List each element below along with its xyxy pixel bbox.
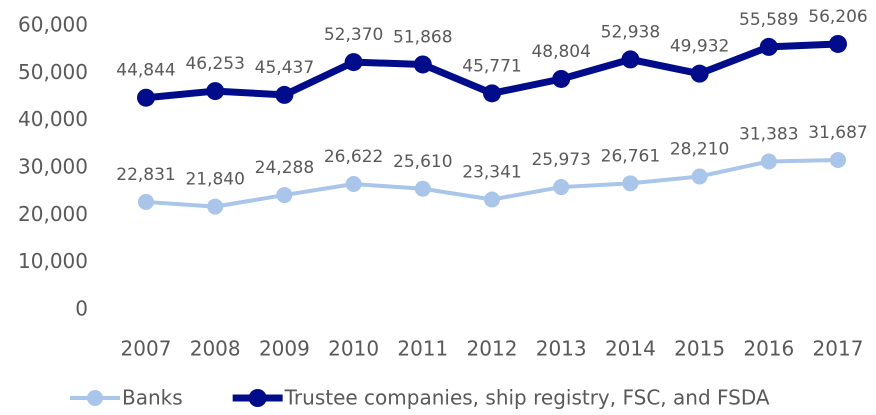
point [137,88,155,107]
y-tick-label: 20,000 [18,202,88,226]
x-tick-label: 2017 [813,337,864,361]
x-tick-label: 2007 [121,337,172,361]
point [830,152,846,169]
data-label: 26,622 [324,147,383,167]
data-label: 26,761 [601,146,660,166]
x-tick-label: 2012 [467,337,518,361]
x-tick-label: 2008 [190,337,241,361]
data-label: 25,610 [393,152,452,172]
data-label: 21,840 [185,170,244,190]
data-label: 23,341 [462,163,521,183]
data-label: 28,210 [670,139,729,159]
point [413,55,432,74]
point [691,168,708,185]
point [207,198,224,215]
data-label: 24,288 [255,158,314,178]
y-tick-label: 30,000 [18,155,88,179]
point [483,84,501,103]
y-tick-label: 10,000 [18,249,88,273]
point [206,82,225,101]
point [276,187,293,204]
data-label: 45,771 [462,56,521,76]
data-label: 31,687 [808,123,867,143]
point [414,180,431,197]
point [345,175,362,192]
x-tick-label: 2015 [674,337,725,361]
data-label: 49,932 [670,37,729,57]
data-label: 52,938 [601,22,660,42]
point [138,193,154,210]
legend-marker [248,389,267,407]
data-label: 46,253 [185,54,244,74]
y-tick-label: 60,000 [18,13,88,37]
point [484,191,500,208]
legend-label: Trustee companies, ship registry, FSC, a… [284,386,770,410]
point [275,85,294,104]
x-tick-label: 2009 [259,337,310,361]
y-tick-label: 0 [75,297,88,321]
point [690,64,709,83]
point [621,50,640,69]
data-label: 48,804 [531,42,590,62]
data-label: 25,973 [531,150,590,170]
data-label: 52,370 [324,25,383,45]
data-label: 55,589 [739,10,798,30]
x-tick-label: 2016 [743,337,794,361]
point [829,34,847,53]
y-tick-label: 40,000 [18,107,88,131]
point [553,179,570,196]
data-label: 44,844 [116,61,175,81]
data-label: 31,383 [739,124,798,144]
x-tick-label: 2014 [605,337,656,361]
y-tick-label: 50,000 [18,60,88,84]
point [760,153,777,170]
legend-label: Banks [122,386,183,410]
point [344,53,363,72]
data-label: 51,868 [393,27,452,47]
data-label: 45,437 [255,58,314,78]
point [552,69,571,88]
x-tick-label: 2013 [536,337,587,361]
x-tick-label: 2010 [328,337,379,361]
point [622,175,639,192]
legend-marker [87,390,103,406]
data-label: 56,206 [808,7,867,27]
data-label: 22,831 [116,165,175,185]
point [759,37,778,56]
x-tick-label: 2011 [397,337,448,361]
